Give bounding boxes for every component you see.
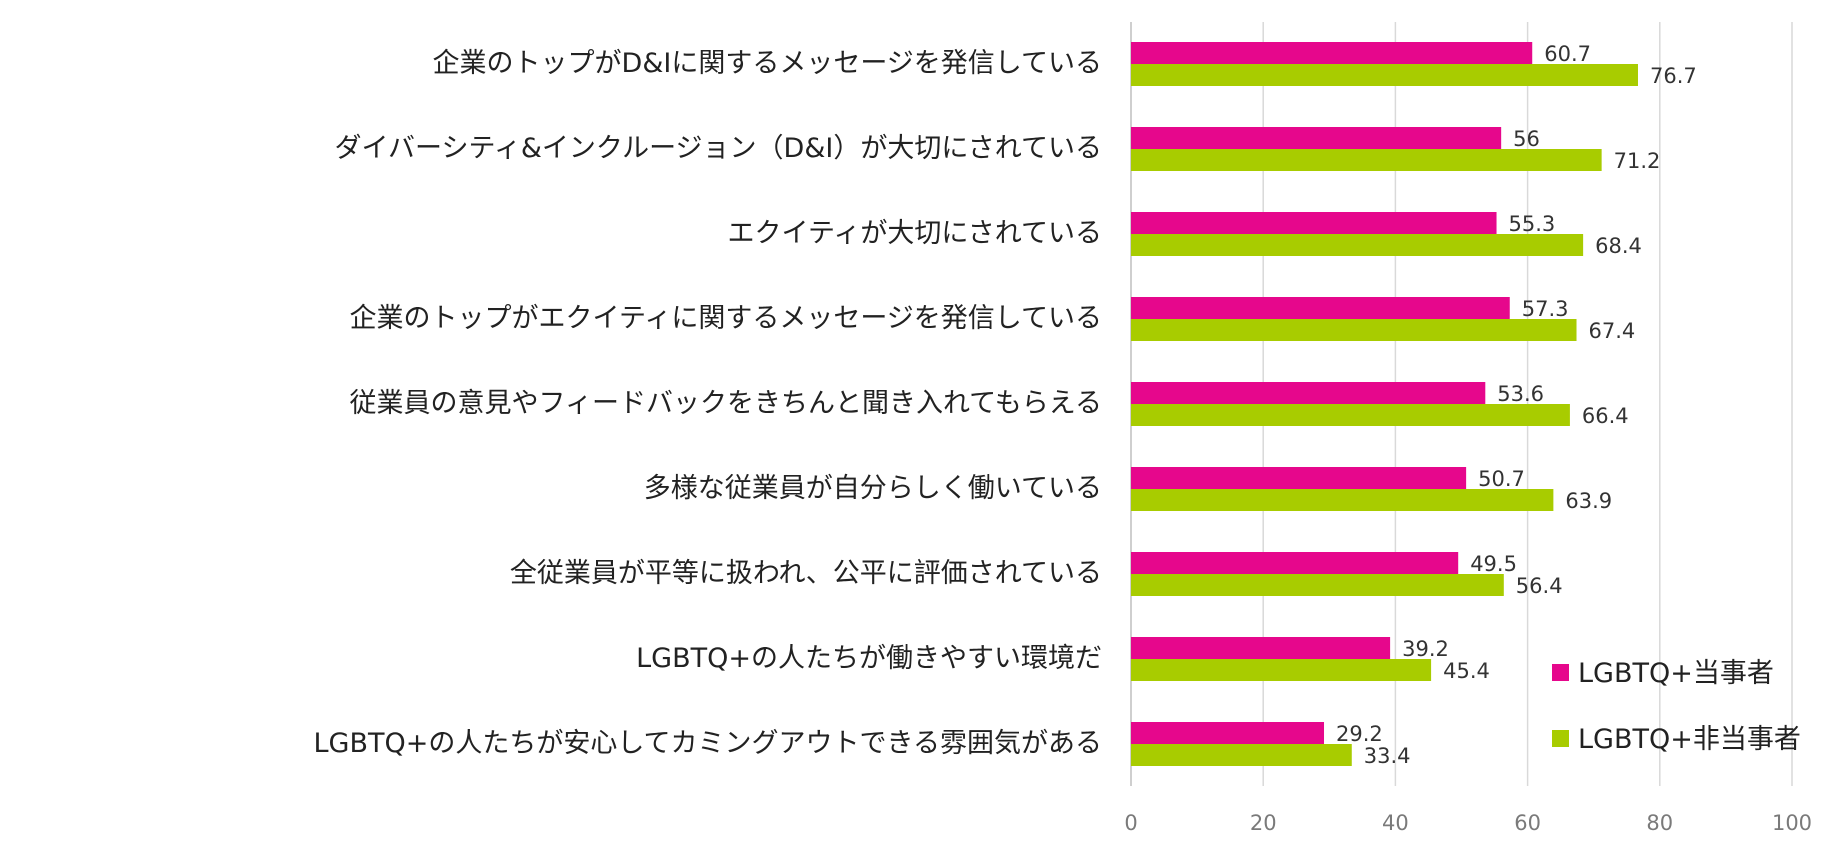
value-label-lgbtq: 57.3 — [1522, 297, 1569, 321]
value-label-non-lgbtq: 45.4 — [1443, 659, 1490, 683]
x-tick-label: 40 — [1382, 811, 1409, 835]
value-label-non-lgbtq: 63.9 — [1565, 489, 1612, 513]
value-label-lgbtq: 56 — [1513, 127, 1540, 151]
bar-lgbtq — [1131, 722, 1325, 744]
category-label: LGBTQ+の人たちが働きやすい環境だ — [636, 643, 1102, 674]
x-tick-label: 100 — [1772, 811, 1812, 835]
bar-non-lgbtq — [1131, 319, 1577, 341]
value-label-lgbtq: 39.2 — [1402, 637, 1449, 661]
bar-lgbtq — [1131, 382, 1486, 404]
category-label: 企業のトップがD&Iに関するメッセージを発信している — [433, 48, 1102, 79]
value-label-non-lgbtq: 67.4 — [1589, 319, 1636, 343]
bar-lgbtq — [1131, 42, 1533, 64]
bar-non-lgbtq — [1131, 744, 1352, 766]
bar-lgbtq — [1131, 127, 1502, 149]
value-label-non-lgbtq: 68.4 — [1595, 234, 1642, 258]
value-label-non-lgbtq: 56.4 — [1516, 574, 1563, 598]
value-label-lgbtq: 60.7 — [1544, 42, 1591, 66]
category-label: LGBTQ+の人たちが安心してカミングアウトできる雰囲気がある — [313, 728, 1102, 759]
labels-layer: 0 20 40 60 80 100 企業のトップがD&Iに関するメッセージを発信している 60… — [313, 42, 1812, 835]
bar-non-lgbtq — [1131, 149, 1602, 171]
category-label: 企業のトップがエクイティに関するメッセージを発信している — [350, 303, 1103, 334]
category-label: ダイバーシティ&インクルージョン（D&I）が大切にされている — [335, 133, 1102, 164]
bar-non-lgbtq — [1131, 404, 1570, 426]
category-label: 従業員の意見やフィードバックをきちんと聞き入れてもらえる — [350, 388, 1103, 419]
value-label-lgbtq: 55.3 — [1509, 212, 1556, 236]
bar-non-lgbtq — [1131, 659, 1432, 681]
bar-lgbtq — [1131, 212, 1497, 234]
value-label-lgbtq: 49.5 — [1470, 552, 1517, 576]
value-label-lgbtq: 29.2 — [1336, 722, 1383, 746]
bar-non-lgbtq — [1131, 234, 1584, 256]
bar-non-lgbtq — [1131, 489, 1554, 511]
value-label-lgbtq: 50.7 — [1478, 467, 1525, 491]
x-tick-label: 20 — [1250, 811, 1277, 835]
bars-layer — [1131, 42, 1638, 766]
legend: LGBTQ+当事者 LGBTQ+非当事者 — [1552, 658, 1801, 755]
value-label-non-lgbtq: 33.4 — [1364, 744, 1411, 768]
legend-label-non-lgbtq: LGBTQ+非当事者 — [1578, 724, 1801, 755]
bar-lgbtq — [1131, 552, 1459, 574]
bar-lgbtq — [1131, 467, 1467, 489]
category-label: 全従業員が平等に扱われ、公平に評価されている — [510, 558, 1102, 589]
x-tick-label: 0 — [1124, 811, 1137, 835]
category-label: エクイティが大切にされている — [728, 218, 1103, 249]
legend-swatch-lgbtq — [1552, 664, 1569, 681]
value-label-non-lgbtq: 76.7 — [1650, 64, 1697, 88]
bar-non-lgbtq — [1131, 574, 1504, 596]
x-tick-label: 80 — [1646, 811, 1673, 835]
x-tick-label: 60 — [1514, 811, 1541, 835]
legend-label-lgbtq: LGBTQ+当事者 — [1578, 658, 1774, 689]
value-label-lgbtq: 53.6 — [1497, 382, 1544, 406]
bar-lgbtq — [1131, 637, 1391, 659]
value-label-non-lgbtq: 66.4 — [1582, 404, 1629, 428]
bar-non-lgbtq — [1131, 64, 1638, 86]
category-label: 多様な従業員が自分らしく働いている — [644, 473, 1102, 504]
legend-swatch-non-lgbtq — [1552, 730, 1569, 747]
value-label-non-lgbtq: 71.2 — [1614, 149, 1661, 173]
bar-lgbtq — [1131, 297, 1510, 319]
